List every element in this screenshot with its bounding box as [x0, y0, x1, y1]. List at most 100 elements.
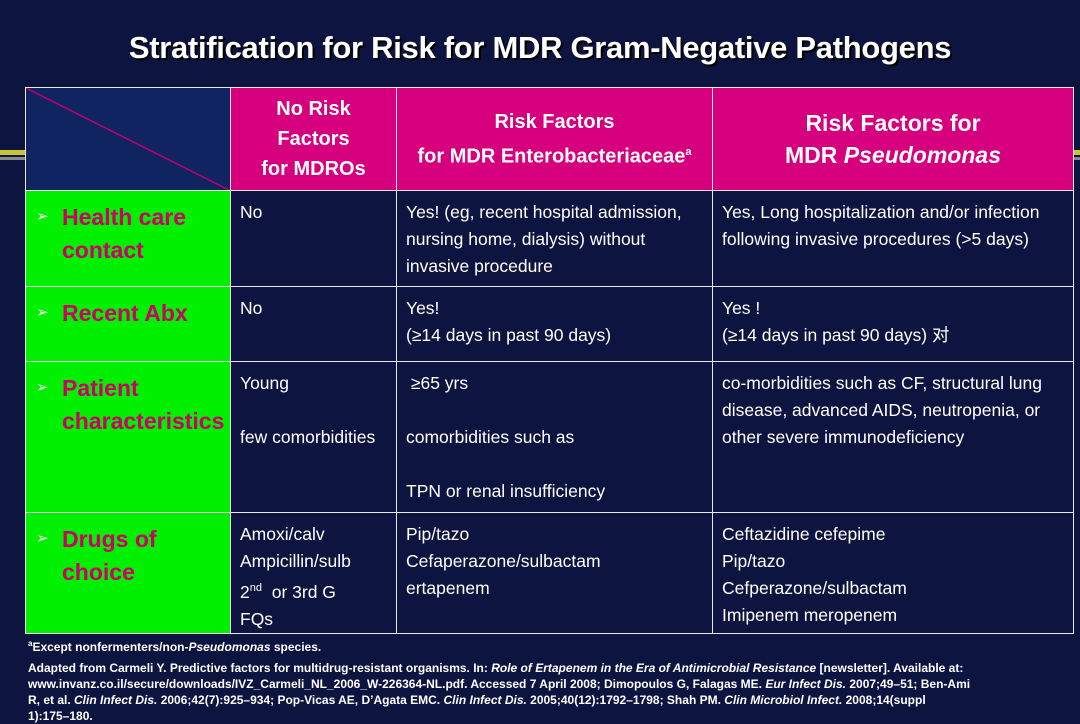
footnote-text: Except nonfermenters/non-	[32, 640, 189, 654]
cell-line: Yes, Long hospitalization and/or infecti…	[722, 202, 1040, 222]
cell-line: No	[240, 298, 263, 318]
row-label-line: Patient	[62, 375, 139, 401]
footnote-italic: Pseudomonas	[188, 640, 271, 654]
row-label: ➢ Health care contact	[36, 201, 230, 267]
cell-line: disease, advanced AIDS, neutropenia, or	[722, 400, 1041, 420]
header-text: for MDR Enterobacteriaceae	[417, 145, 686, 168]
header-text: MDR	[785, 142, 844, 168]
row-label-cell: ➢ Drugs of choice	[25, 512, 231, 634]
cell-c2: Yes! (≥14 days in past 90 days)	[396, 286, 713, 362]
cell-line: following invasive procedures (>5 days)	[722, 229, 1029, 249]
header-line: Risk Factors	[494, 110, 615, 133]
cell-line: Yes !	[722, 298, 761, 318]
cell-line: Yes! (eg, recent hospital admission,	[406, 202, 682, 222]
row-label: ➢ Patient characteristics	[36, 372, 230, 438]
header-line: No Risk	[276, 98, 351, 120]
header-line: Factors	[277, 128, 350, 150]
cell-line: (≥14 days in past 90 days)	[406, 325, 612, 345]
cell-line: Pip/tazo	[406, 524, 470, 544]
footnote-marker: a	[28, 639, 33, 648]
table-row: ➢ Recent Abx No Yes! (≥14 days in past 90 da…	[25, 286, 1074, 362]
footnote-marker: a	[685, 145, 692, 158]
cell-c3: Yes ! (≥14 days in past 90 days) 对	[712, 286, 1074, 362]
citation: Adapted from Carmeli Y. Predictive facto…	[28, 660, 1080, 724]
cell-line: few comorbidities	[240, 427, 376, 447]
cell-c2: Pip/tazo Cefaperazone/sulbactam ertapenem	[396, 512, 713, 634]
arrow-bullet-icon: ➢	[36, 379, 49, 396]
cell-line: Cefaperazone/sulbactam	[406, 551, 601, 571]
cell-line: Yes!	[406, 298, 440, 318]
header-pseudomonas: Risk Factors for MDR Pseudomonas	[712, 87, 1074, 191]
header-italic: Pseudomonas	[843, 142, 1001, 168]
header-line: Risk Factors for	[805, 110, 981, 136]
cell-c1: No	[230, 286, 397, 362]
cell-c1: No	[230, 190, 397, 287]
cell-line: Amoxi/calv	[240, 524, 325, 544]
header-line: for MDR Enterobacteriaceaea	[398, 137, 711, 172]
risk-table: No Risk Factors for MDROs Risk Factors f…	[25, 87, 1074, 634]
row-label-text: Drugs of choice	[62, 523, 157, 589]
cell-line: co-morbidities such as CF, structural lu…	[722, 373, 1042, 393]
row-label-line: characteristics	[62, 408, 225, 434]
table-row: ➢ Health care contact No Yes! (eg, recent ho…	[25, 190, 1074, 287]
row-label-line: contact	[62, 237, 144, 263]
cell-c2: ≥65 yrs comorbidities such as TPN or renal…	[396, 361, 713, 513]
arrow-bullet-icon: ➢	[36, 530, 49, 547]
citation-line: 1):175–180.	[28, 709, 93, 723]
cell-c2: Yes! (eg, recent hospital admission, nurs…	[396, 190, 713, 287]
cell-line: Pip/tazo	[722, 551, 786, 571]
cell-line: Imipenem meropenem	[722, 605, 898, 625]
header-no-risk: No Risk Factors for MDROs	[230, 87, 397, 191]
cell-line: other severe immunodeficiency	[722, 427, 965, 447]
row-label-line: Recent Abx	[62, 300, 188, 326]
cell-line: ertapenem	[406, 578, 490, 598]
cell-line: 2nd or 3rd G	[240, 581, 336, 602]
diagonal-line	[26, 88, 230, 190]
row-label-line: Drugs of	[62, 526, 157, 552]
footer: aExcept nonfermenters/non-Pseudomonas sp…	[28, 636, 1080, 724]
row-label-text: Recent Abx	[62, 297, 188, 330]
cell-line	[240, 397, 388, 424]
header-line: MDR Pseudomonas	[714, 139, 1072, 171]
cell-line	[406, 397, 704, 424]
footnote: aExcept nonfermenters/non-Pseudomonas sp…	[28, 636, 1080, 655]
header-enterobacteriaceae: Risk Factors for MDR Enterobacteriaceaea	[396, 87, 713, 191]
cell-c3: Ceftazidine cefepime Pip/tazo Cefperazone/…	[712, 512, 1074, 634]
citation-line: www.invanz.co.il/secure/downloads/IVZ_Ca…	[28, 677, 971, 691]
table-row: ➢ Patient characteristics Young few comorbid…	[25, 361, 1074, 513]
row-label-line: Health care	[62, 204, 187, 230]
cell-c3: co-morbidities such as CF, structural lu…	[712, 361, 1074, 513]
row-label-text: Patient characteristics	[62, 372, 224, 438]
cell-line: Cefperazone/sulbactam	[722, 578, 907, 598]
row-label-cell: ➢ Patient characteristics	[25, 361, 231, 513]
cell-line: (≥14 days in past 90 days) 对	[722, 325, 950, 345]
cell-c3: Yes, Long hospitalization and/or infecti…	[712, 190, 1074, 287]
header-row: No Risk Factors for MDROs Risk Factors f…	[25, 87, 1074, 191]
corner-cell	[25, 87, 231, 191]
footnote-text: species.	[270, 640, 322, 654]
row-label-text: Health care contact	[62, 201, 186, 267]
row-label: ➢ Recent Abx	[36, 297, 230, 330]
cell-line: nursing home, dialysis) without	[406, 229, 646, 249]
slide-title: Stratification for Risk for MDR Gram-Neg…	[128, 30, 952, 65]
row-label-line: choice	[62, 559, 135, 585]
cell-line: Ampicillin/sulb	[240, 551, 351, 571]
cell-c1: Amoxi/calv Ampicillin/sulb 2nd or 3rd G FQs	[230, 512, 397, 634]
table-row: ➢ Drugs of choice Amoxi/calv Ampicillin/sulb…	[25, 512, 1074, 634]
citation-line: Adapted from Carmeli Y. Predictive facto…	[28, 661, 964, 675]
row-label: ➢ Drugs of choice	[36, 523, 230, 589]
cell-line: No	[240, 202, 263, 222]
cell-line: Ceftazidine cefepime	[722, 524, 886, 544]
cell-line: invasive procedure	[406, 256, 553, 276]
citation-line: R, et al. Clin Infect Dis. 2006;42(7):92…	[28, 693, 926, 707]
arrow-bullet-icon: ➢	[36, 304, 49, 321]
header-line: for MDROs	[261, 158, 366, 180]
cell-line: ≥65 yrs	[406, 373, 469, 393]
row-label-cell: ➢ Recent Abx	[25, 286, 231, 362]
cell-line: comorbidities such as	[406, 427, 575, 447]
cell-c1: Young few comorbidities	[230, 361, 397, 513]
row-label-cell: ➢ Health care contact	[25, 190, 231, 287]
arrow-bullet-icon: ➢	[36, 208, 49, 225]
cell-line	[406, 451, 704, 478]
cell-line: Young	[240, 373, 289, 393]
